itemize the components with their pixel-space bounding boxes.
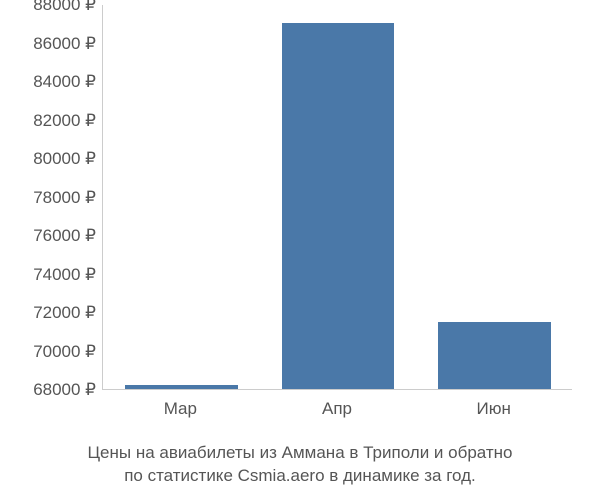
y-axis: 68000 ₽70000 ₽72000 ₽74000 ₽76000 ₽78000…: [10, 5, 100, 390]
chart-caption: Цены на авиабилеты из Аммана в Триполи и…: [0, 442, 600, 488]
y-tick-label: 68000 ₽: [33, 380, 96, 400]
x-axis: Мар Апр Июн: [102, 395, 572, 425]
bar: [125, 385, 238, 389]
bar: [438, 322, 551, 389]
y-tick-label: 88000 ₽: [33, 0, 96, 15]
y-tick-label: 80000 ₽: [33, 149, 96, 169]
y-tick-label: 82000 ₽: [33, 111, 96, 131]
x-tick-label: Мар: [164, 399, 197, 419]
caption-line-2: по статистике Csmia.aero в динамике за г…: [124, 466, 476, 485]
bar: [282, 23, 395, 389]
price-chart: 68000 ₽ 70000 ₽ 72000 ₽ 74000 ₽ 76000 ₽ 78000…: [10, 5, 580, 435]
y-tick-label: 78000 ₽: [33, 188, 96, 208]
x-tick-label: Апр: [322, 399, 352, 419]
y-tick-label: 84000 ₽: [33, 72, 96, 92]
plot-area: [102, 5, 572, 390]
y-tick-label: 76000 ₽: [33, 226, 96, 246]
caption-line-1: Цены на авиабилеты из Аммана в Триполи и…: [87, 443, 512, 462]
y-tick-label: 74000 ₽: [33, 265, 96, 285]
y-tick-label: 70000 ₽: [33, 342, 96, 362]
y-tick-label: 72000 ₽: [33, 303, 96, 323]
y-tick-label: 86000 ₽: [33, 34, 96, 54]
x-tick-label: Июн: [476, 399, 510, 419]
